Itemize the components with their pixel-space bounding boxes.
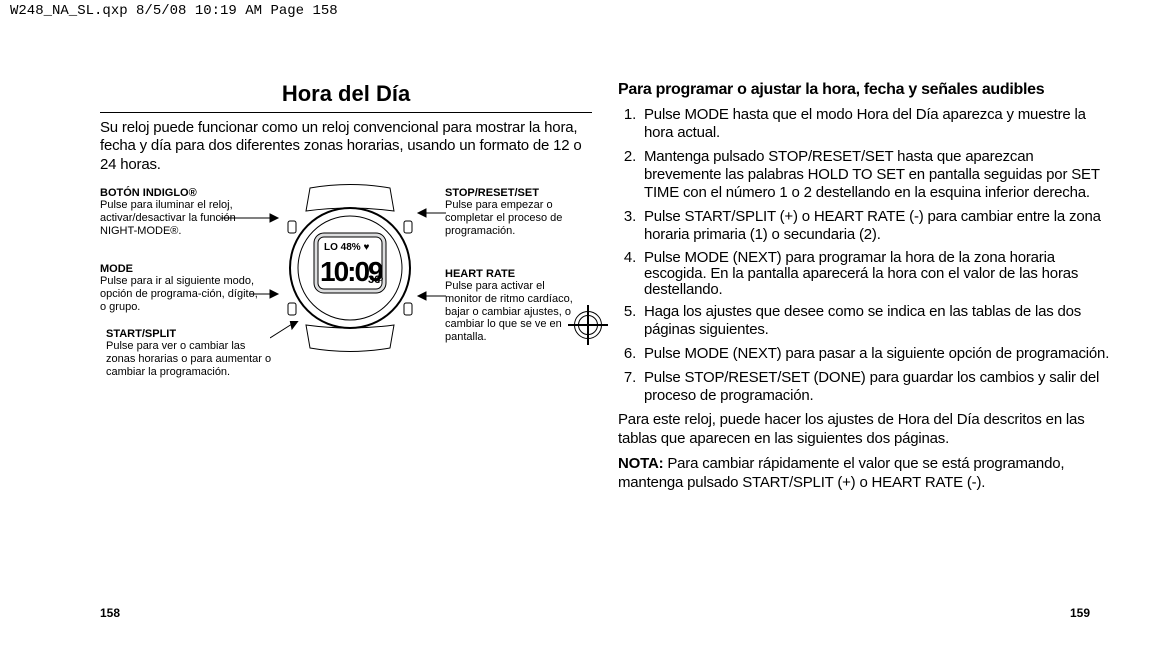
callout-text: Pulse para ir al siguiente modo, opción … — [100, 275, 258, 312]
list-item: Pulse MODE hasta que el modo Hora del Dí… — [640, 106, 1110, 142]
callout-label: HEART RATE — [445, 268, 580, 281]
callout-label: BOTÓN INDIGLO® — [100, 187, 258, 200]
note-text: Para cambiar rápidamente el valor que se… — [618, 455, 1064, 491]
callout-label: MODE — [100, 263, 258, 276]
callout-mode: MODE Pulse para ir al siguiente modo, op… — [100, 263, 258, 314]
right-page: Para programar o ajustar la hora, fecha … — [618, 80, 1110, 600]
list-item: Pulse START/SPLIT (+) o HEART RATE (-) p… — [640, 208, 1110, 244]
list-item: Pulse MODE (NEXT) para pasar a la siguie… — [640, 345, 1110, 363]
callout-heartrate: HEART RATE Pulse para activar el monitor… — [445, 268, 580, 344]
callout-stop: STOP/RESET/SET Pulse para empezar o comp… — [445, 187, 580, 238]
page-number-right: 159 — [1070, 606, 1090, 620]
callout-text: Pulse para activar el monitor de ritmo c… — [445, 280, 573, 343]
left-page: Hora del Día Su reloj puede funcionar co… — [100, 80, 592, 600]
callout-label: START/SPLIT — [106, 328, 276, 341]
page-title: Hora del Día — [100, 80, 592, 108]
print-header-text: W248_NA_SL.qxp 8/5/08 10:19 AM Page 158 — [10, 3, 338, 19]
watch-illustration: LO 48% ♥ 10:09 36 P — [270, 183, 430, 353]
watch-diagram: BOTÓN INDIGLO® Pulse para iluminar el re… — [100, 183, 592, 408]
callout-start: START/SPLIT Pulse para ver o cambiar las… — [106, 328, 276, 379]
section-heading: Para programar o ajustar la hora, fecha … — [618, 80, 1110, 100]
list-item: Pulse MODE (NEXT) para programar la hora… — [640, 250, 1110, 297]
print-header: W248_NA_SL.qxp 8/5/08 10:19 AM Page 158 — [0, 0, 1175, 22]
svg-text:LO 48% ♥: LO 48% ♥ — [324, 242, 369, 253]
closing-para: Para este reloj, puede hacer los ajustes… — [618, 411, 1110, 449]
instruction-list: Pulse MODE hasta que el modo Hora del Dí… — [618, 106, 1110, 405]
callout-text: Pulse para empezar o completar el proces… — [445, 199, 562, 236]
intro-text: Su reloj puede funcionar como un reloj c… — [100, 119, 592, 175]
list-item: Mantenga pulsado STOP/RESET/SET hasta qu… — [640, 148, 1110, 202]
callout-label: STOP/RESET/SET — [445, 187, 580, 200]
note-para: NOTA: Para cambiar rápidamente el valor … — [618, 455, 1110, 493]
svg-text:P: P — [378, 276, 383, 285]
list-item: Pulse STOP/RESET/SET (DONE) para guardar… — [640, 369, 1110, 405]
rule — [100, 112, 592, 113]
list-item: Haga los ajustes que desee como se indic… — [640, 303, 1110, 339]
callout-text: Pulse para ver o cambiar las zonas horar… — [106, 340, 271, 377]
note-label: NOTA: — [618, 455, 663, 472]
page-number-left: 158 — [100, 606, 120, 620]
callout-text: Pulse para iluminar el reloj, activar/de… — [100, 199, 236, 236]
